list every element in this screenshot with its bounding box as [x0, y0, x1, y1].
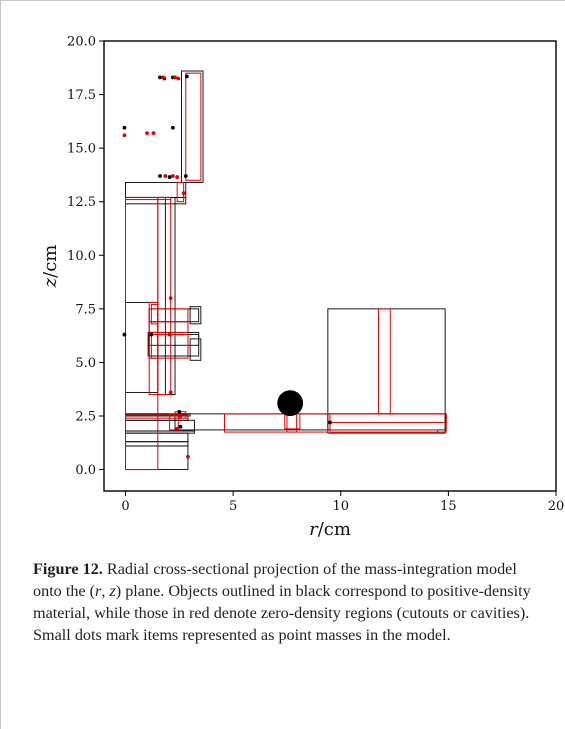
positive-density-rect [125, 419, 195, 432]
point-masses [122, 74, 332, 459]
zero-density-rect [329, 413, 447, 433]
page-left-border [0, 0, 1, 729]
point-mass-zero-density [163, 174, 168, 178]
point-mass-zero-density [175, 426, 180, 431]
axis-ticks: 0 5 10 15 20 0.0 2.5 5.0 7.5 10.0 12.5 15.0 17.5 20.0 [67, 35, 564, 515]
y-tick-label: 20.0 [67, 35, 96, 50]
x-tick-label: 0 [121, 499, 129, 514]
zero-density-rect [150, 304, 159, 325]
zero-density-rect [224, 413, 329, 433]
figure-number: Figure 12. [33, 560, 103, 578]
zero-density-rect [157, 196, 172, 396]
point-mass-positive [170, 125, 175, 130]
point-mass-zero-density [176, 76, 181, 81]
figure-caption: Figure 12. Radial cross-sectional projec… [33, 558, 533, 646]
caption-run: z [109, 582, 116, 600]
x-tick-label: 15 [440, 499, 457, 514]
caption-run: r [95, 582, 102, 600]
point-mass-zero-density [145, 131, 149, 136]
positive-density-rect [147, 331, 200, 357]
positive-density-rect [327, 308, 446, 431]
y-tick-label: 15.0 [67, 142, 96, 157]
positive-density-rect [164, 196, 176, 396]
y-tick-label: 5.0 [75, 356, 96, 371]
point-mass-positive [183, 174, 188, 178]
point-mass-positive [328, 420, 332, 425]
y-tick-label: 10.0 [67, 249, 96, 264]
zero-density-rect [125, 414, 189, 419]
caption-run: , [101, 582, 110, 600]
point-mass-zero-density [178, 414, 183, 418]
zero-density-rect [169, 413, 179, 431]
point-mass-zero-density [175, 175, 180, 179]
zero-density-rect [148, 321, 189, 333]
point-mass-zero-density [161, 75, 166, 80]
point-mass-positive [184, 74, 189, 79]
caption-text: Radial cross-sectional projection of the… [33, 560, 531, 644]
positive-density-rect [189, 306, 202, 325]
point-mass-positive [167, 175, 172, 179]
zero-density-regions [125, 72, 447, 471]
positive-density-rect [189, 338, 202, 361]
zero-density-rect [148, 334, 189, 359]
point-mass-zero-density [170, 174, 175, 178]
positive-density-rect [125, 445, 189, 471]
point-mass-positive [122, 125, 127, 130]
page-top-border [0, 0, 565, 1]
solid-sphere [277, 390, 304, 417]
point-mass-zero-density [181, 191, 186, 196]
zero-density-rect [377, 308, 391, 415]
zero-density-rect [148, 308, 189, 323]
point-mass-positive [149, 332, 154, 337]
positive-density-rect [125, 432, 189, 443]
positive-density-rect [181, 70, 204, 183]
x-tick-label: 20 [548, 499, 565, 514]
point-mass-zero-density [186, 454, 190, 459]
zero-density-rect [148, 301, 159, 396]
figure-12-plot: 0 5 10 15 20 0.0 2.5 5.0 7.5 10.0 12.5 15.0 17.5 20.0… [40, 35, 564, 541]
y-tick-label: 12.5 [67, 195, 96, 210]
positive-density-rect [125, 301, 159, 393]
point-mass-zero-density [122, 133, 127, 138]
point-mass-zero-density [168, 296, 173, 301]
point-mass-positive [158, 75, 162, 80]
point-mass-positive [122, 332, 127, 337]
zero-density-rect [329, 413, 447, 423]
positive-density-rect [148, 334, 200, 346]
y-tick-label: 17.5 [67, 88, 96, 103]
zero-density-rect [185, 72, 202, 181]
caption-run: Radial cross-sectional projection of the… [33, 560, 517, 600]
positive-density-rect [148, 308, 200, 323]
point-mass-positive [178, 424, 183, 429]
positive-density-rect [125, 441, 189, 447]
point-mass-positive [177, 409, 182, 414]
point-mass-zero-density [168, 390, 173, 395]
y-tick-label: 2.5 [75, 410, 96, 425]
point-mass-zero-density [151, 131, 156, 136]
x-tick-label: 5 [229, 499, 237, 514]
point-mass-positive [158, 174, 162, 178]
y-tick-label: 7.5 [75, 302, 96, 317]
y-tick-label: 0.0 [75, 463, 96, 478]
positive-density-rect [174, 413, 329, 431]
point-mass-zero-density [173, 75, 177, 80]
x-tick-label: 10 [332, 499, 349, 514]
zero-density-rect [329, 429, 439, 434]
zero-density-rect [125, 196, 159, 471]
caption-run: ) plane. Objects outlined in black corre… [33, 582, 531, 644]
plot-frame [103, 40, 557, 492]
x-axis-label: r/cm [309, 519, 351, 540]
point-mass-zero-density [167, 332, 172, 337]
y-axis-label: z/cm [40, 245, 61, 289]
